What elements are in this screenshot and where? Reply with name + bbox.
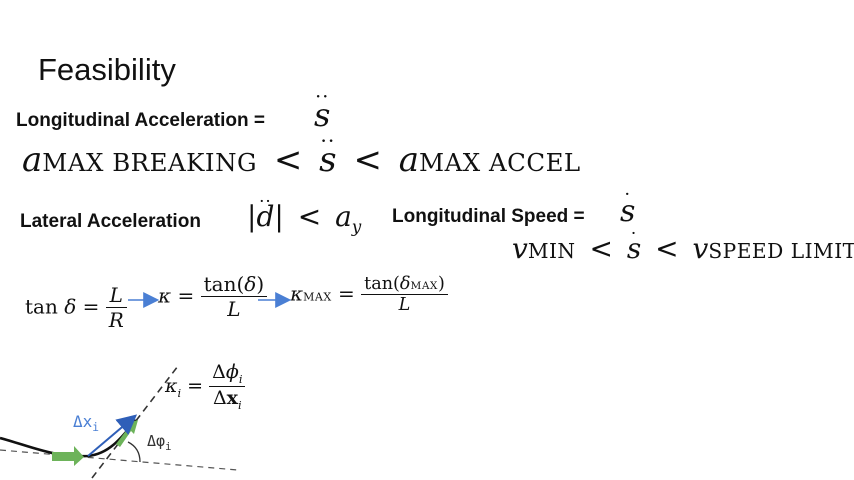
steering-curvature-eq-3: κMAX = tan(δMAX) L	[290, 274, 448, 316]
tangent-line-lower	[0, 449, 239, 471]
longitudinal-speed-symbol: s ·	[620, 184, 636, 229]
lateral-acceleration-label: Lateral Acceleration	[20, 211, 201, 232]
discrete-curvature-eq: κi = Δϕi Δxi	[165, 361, 246, 412]
lateral-acceleration-constraint: |d ·· | < ay	[247, 190, 362, 237]
delta-x-label: Δxi	[73, 412, 100, 435]
longitudinal-acceleration-symbol: s ··	[314, 85, 331, 134]
delta-x-arrow	[87, 414, 138, 457]
angle-arc	[127, 441, 141, 463]
steering-curvature-eq-2: κ = tan(δ) L	[158, 273, 268, 321]
slide-title: Feasibility	[38, 52, 176, 87]
longitudinal-acceleration-constraint: aMAX BREAKING < s ·· < aMAX ACCEL	[22, 128, 581, 180]
longitudinal-speed-constraint: vMIN < s · < vSPEED LIMIT	[512, 222, 854, 265]
delta-phi-label: Δφi	[147, 432, 172, 453]
longitudinal-speed-label: Longitudinal Speed =	[392, 206, 585, 227]
heading-arrow-1	[52, 446, 84, 466]
trajectory-curve	[0, 419, 138, 458]
longitudinal-acceleration-label: Longitudinal Acceleration =	[16, 110, 265, 131]
